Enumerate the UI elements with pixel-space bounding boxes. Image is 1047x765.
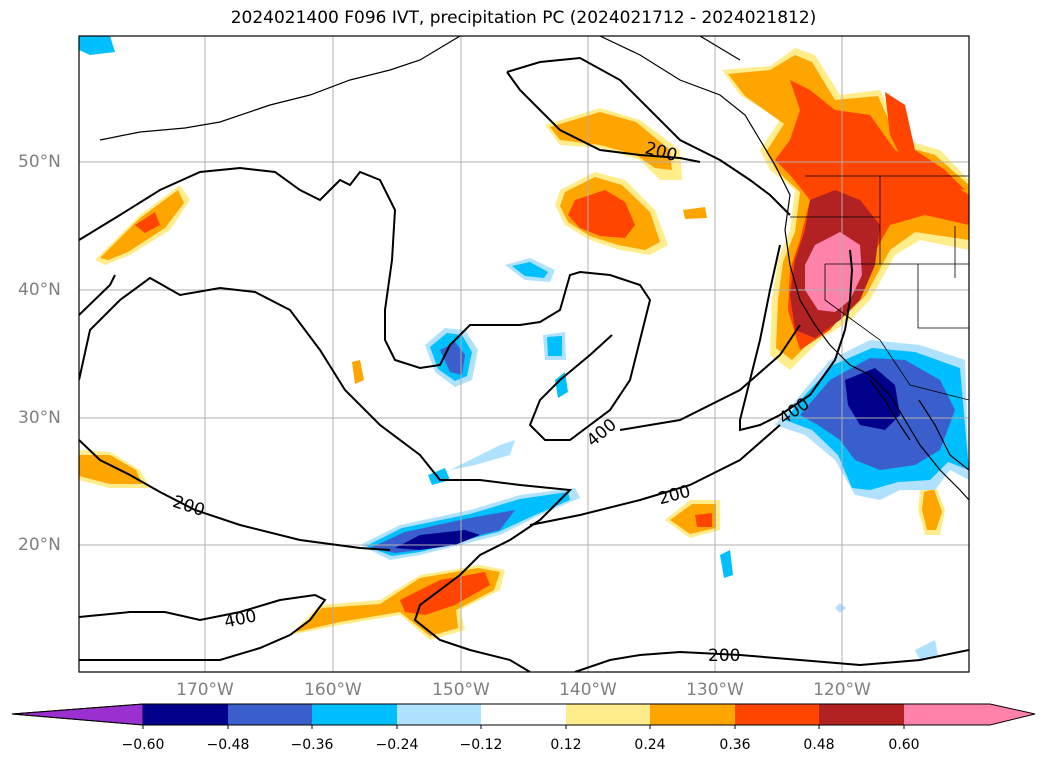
colorbar-tick-label: −0.60 [113, 737, 173, 753]
lon-tick-label: 130°W [675, 680, 755, 700]
colorbar-tick-label: 0.12 [536, 737, 596, 753]
colorbar-bin [481, 704, 566, 725]
colorbar-tick-label: 0.36 [705, 737, 765, 753]
lon-tick-label: 170°W [165, 680, 245, 700]
lon-tick-label: 140°W [548, 680, 628, 700]
colorbar-low-extension [12, 704, 143, 725]
lat-tick-label: 20°N [18, 535, 61, 555]
lon-tick-label: 120°W [802, 680, 882, 700]
colorbar-bin [735, 704, 819, 725]
colorbar-bin [312, 704, 397, 725]
lon-tick-label: 150°W [421, 680, 501, 700]
colorbar-bin [143, 704, 228, 725]
lat-tick-label: 30°N [18, 408, 61, 428]
contour-label: 200 [708, 646, 740, 666]
lat-tick-label: 50°N [18, 152, 61, 172]
colorbar-tick-label: 0.48 [789, 737, 849, 753]
colorbar-tick-label: 0.60 [874, 737, 934, 753]
colorbar-tick-label: 0.24 [620, 737, 680, 753]
colorbar-tick-label: −0.36 [282, 737, 342, 753]
colorbar-tick-label: −0.12 [451, 737, 511, 753]
colorbar [12, 704, 1035, 729]
lon-tick-label: 160°W [293, 680, 373, 700]
colorbar-bin [566, 704, 650, 725]
colorbar-tick-label: −0.48 [198, 737, 258, 753]
colorbar-high-extension [904, 704, 1035, 725]
lat-tick-label: 40°N [18, 280, 61, 300]
colorbar-bin [397, 704, 481, 725]
colorbar-bin [650, 704, 735, 725]
colorbar-bin [228, 704, 312, 725]
colorbar-bin [819, 704, 904, 725]
colorbar-tick-label: −0.24 [367, 737, 427, 753]
